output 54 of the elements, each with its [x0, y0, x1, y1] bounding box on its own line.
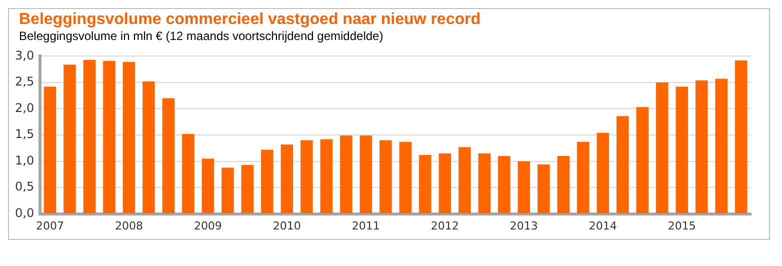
y-tick-label: 1,5: [14, 127, 34, 142]
y-tick-label: 0,5: [14, 180, 34, 194]
bar: [518, 161, 530, 214]
bar: [241, 164, 254, 214]
y-tick-label: 1,0: [14, 153, 34, 168]
bar: [340, 136, 352, 214]
bar: [696, 80, 708, 214]
bar: [64, 64, 76, 214]
y-tick-label: 2,5: [14, 74, 34, 89]
y-tick-label: 2,0: [14, 100, 34, 115]
bar: [44, 86, 56, 214]
bar: [498, 156, 510, 214]
x-tick-label: 2007: [36, 219, 64, 232]
x-tick-label: 2011: [352, 219, 380, 232]
x-tick-label: 2014: [588, 219, 617, 232]
bar: [577, 142, 590, 214]
bar: [458, 147, 471, 214]
bar: [419, 154, 432, 214]
x-tick-label: 2010: [272, 219, 301, 232]
x-tick-label: 2008: [114, 219, 143, 232]
bar: [162, 98, 175, 214]
bar: [280, 144, 294, 214]
bar: [142, 81, 155, 214]
bar: [616, 116, 629, 214]
bar: [300, 140, 313, 214]
bar: [656, 82, 668, 214]
x-tick-label: 2015: [668, 219, 696, 232]
bar: [380, 140, 392, 214]
bar: [676, 86, 688, 214]
bar: [478, 153, 491, 214]
bar: [636, 107, 649, 214]
bar: [596, 132, 610, 214]
y-tick-label: 0,0: [14, 206, 34, 220]
bar: [202, 158, 214, 214]
chart-title: Beleggingsvolume commercieel vastgoed naar nieuw record: [18, 11, 482, 29]
bar: [399, 142, 412, 214]
bar: [261, 150, 274, 214]
bar: [735, 60, 748, 214]
bar: [557, 156, 570, 214]
bar: [122, 62, 136, 214]
x-tick-label: 2013: [510, 219, 538, 232]
y-tick-label: 3,0: [14, 48, 34, 62]
bar: [438, 153, 452, 214]
bar: [222, 168, 234, 214]
bar: [360, 136, 372, 214]
bar: [182, 134, 194, 214]
bar: [538, 164, 550, 214]
bar: [715, 78, 728, 214]
bar: [103, 60, 116, 214]
x-tick-label: 2012: [430, 219, 459, 232]
bar: [83, 60, 96, 214]
chart-subtitle: Beleggingsvolume in mln € (12 maands voortschrijdend gemiddelde): [18, 29, 384, 43]
x-tick-label: 2009: [194, 219, 222, 232]
bar: [320, 139, 333, 214]
